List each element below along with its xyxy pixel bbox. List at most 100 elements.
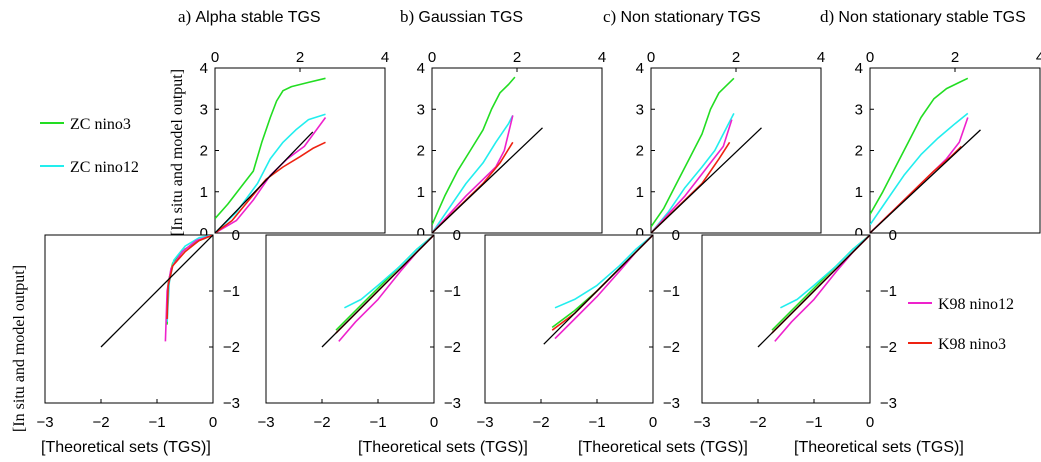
series-line-c-bottom-reference xyxy=(543,235,653,345)
series-line-b-bottom-reference xyxy=(321,235,434,348)
xtick-label-b-bottom-0: −3 xyxy=(257,414,274,431)
panel-title-c-top: c) Non stationary TGS xyxy=(603,7,761,26)
series-group-d-top xyxy=(870,77,981,233)
ytick-label-a-top-2: 2 xyxy=(200,143,208,160)
ytick-label-a-top-4: 4 xyxy=(200,60,208,77)
panel-title-prefix-d-top: d) xyxy=(820,7,838,26)
panel-title-prefix-a-top: a) xyxy=(178,7,195,26)
ytick-label-c-bottom-1: −2 xyxy=(663,339,680,356)
x-axis-label-d: [Theoretical sets (TGS)] xyxy=(794,439,964,456)
x-axis-label-b: [Theoretical sets (TGS)] xyxy=(358,439,528,456)
xtick-label-d-top-2: 4 xyxy=(1036,49,1041,66)
series-line-a-bottom-zc-nino12 xyxy=(166,235,213,322)
ytick-label-b-bottom-2: −1 xyxy=(444,283,461,300)
ytick-label-a-top-0: 0 xyxy=(200,225,208,242)
panel-b-bottom: −3 −2 −1 0 −3 −2 −1 0 xyxy=(257,227,461,431)
xtick-label-b-top-0: 0 xyxy=(428,49,436,66)
xtick-label-b-top-2: 4 xyxy=(598,49,606,66)
panel-a-bottom: −3 −2 −1 0 −3 −2 −1 0 xyxy=(36,227,240,431)
ytick-label-d-top-1: 1 xyxy=(855,184,863,201)
series-group-a-bottom xyxy=(100,235,213,348)
series-line-d-bottom-reference xyxy=(757,235,870,348)
x-axis-label-a: [Theoretical sets (TGS)] xyxy=(41,439,211,456)
series-line-c-top-zc-nino12 xyxy=(651,113,735,233)
xtick-label-d-bottom-0: −3 xyxy=(693,414,710,431)
xtick-label-c-top-0: 0 xyxy=(647,49,655,66)
series-line-c-top-k98-nino12 xyxy=(651,119,733,233)
series-line-b-top-zc-nino12 xyxy=(432,115,514,233)
ytick-label-a-top-1: 1 xyxy=(200,184,208,201)
legend-right: K98 nino12 K98 nino3 xyxy=(908,296,1014,353)
xtick-label-b-bottom-2: −1 xyxy=(369,414,386,431)
series-group-b-bottom xyxy=(321,235,434,348)
xtick-label-c-bottom-0: −3 xyxy=(476,414,493,431)
xtick-label-a-bottom-3: 0 xyxy=(209,414,217,431)
panel-title-text-c-top: Non stationary TGS xyxy=(620,9,760,26)
series-line-b-top-reference xyxy=(432,127,543,233)
series-line-b-bottom-zc-nino12 xyxy=(344,235,434,309)
panel-title-prefix-c-top: c) xyxy=(603,7,620,26)
ytick-label-c-top-1: 1 xyxy=(636,184,644,201)
series-group-c-top xyxy=(651,77,762,233)
legend-label-k98-nino12: K98 nino12 xyxy=(938,296,1014,313)
xtick-label-d-top-0: 0 xyxy=(866,49,874,66)
series-line-b-top-zc-nino3 xyxy=(432,76,516,226)
xtick-label-a-top-0: 0 xyxy=(211,49,219,66)
series-line-a-top-reference xyxy=(215,131,314,233)
ytick-label-d-top-3: 3 xyxy=(855,101,863,118)
ytick-label-b-bottom-0: −3 xyxy=(444,395,461,412)
panel-title-text-a-top: Alpha stable TGS xyxy=(195,9,320,26)
x-axis-label-c: [Theoretical sets (TGS)] xyxy=(578,439,748,456)
series-line-b-top-k98-nino12 xyxy=(432,115,514,233)
legend-label-zc-nino12: ZC nino12 xyxy=(70,159,139,176)
series-line-d-top-zc-nino3 xyxy=(870,77,969,215)
xtick-label-d-bottom-2: −1 xyxy=(805,414,822,431)
xtick-label-c-top-2: 4 xyxy=(817,49,825,66)
legend-label-zc-nino3: ZC nino3 xyxy=(70,116,131,133)
xtick-label-c-bottom-2: −1 xyxy=(588,414,605,431)
ytick-label-d-top-2: 2 xyxy=(855,143,863,160)
ytick-label-c-top-3: 3 xyxy=(636,101,644,118)
ytick-label-b-top-0: 0 xyxy=(417,225,425,242)
ytick-label-d-bottom-1: −2 xyxy=(880,339,897,356)
xtick-label-a-top-2: 4 xyxy=(381,49,389,66)
ytick-label-c-top-0: 0 xyxy=(636,225,644,242)
ytick-label-d-bottom-0: −3 xyxy=(880,395,897,412)
series-line-a-top-zc-nino3 xyxy=(215,77,326,220)
xtick-label-b-bottom-3: 0 xyxy=(430,414,438,431)
ytick-label-a-bottom-2: −1 xyxy=(223,283,240,300)
ytick-label-a-bottom-1: −2 xyxy=(223,339,240,356)
ytick-label-c-bottom-0: −3 xyxy=(663,395,680,412)
series-line-d-top-zc-nino12 xyxy=(870,112,969,226)
ytick-label-d-top-4: 4 xyxy=(855,60,863,77)
panel-title-d-top: d) Non stationary stable TGS xyxy=(820,7,1026,26)
series-group-a-top xyxy=(215,77,327,233)
ytick-label-c-bottom-2: −1 xyxy=(663,283,680,300)
ytick-label-c-bottom-3: 0 xyxy=(672,227,680,244)
ytick-label-b-top-3: 3 xyxy=(417,101,425,118)
ytick-label-d-bottom-2: −1 xyxy=(880,283,897,300)
xtick-label-c-bottom-3: 0 xyxy=(649,414,657,431)
xtick-label-d-bottom-3: 0 xyxy=(866,414,874,431)
series-line-a-bottom-k98-nino3 xyxy=(166,235,213,320)
xtick-label-c-top-1: 2 xyxy=(732,49,740,66)
series-line-c-top-reference xyxy=(651,127,762,233)
series-line-d-bottom-zc-nino12 xyxy=(780,235,870,309)
panel-d-bottom: −3 −2 −1 0 −3 −2 −1 0 xyxy=(693,227,897,431)
xtick-label-a-bottom-2: −1 xyxy=(148,414,165,431)
xtick-label-c-bottom-1: −2 xyxy=(532,414,549,431)
ytick-label-a-bottom-0: −3 xyxy=(223,395,240,412)
ytick-label-d-bottom-3: 0 xyxy=(889,227,897,244)
ytick-label-b-top-4: 4 xyxy=(417,60,425,77)
ytick-label-b-top-1: 1 xyxy=(417,184,425,201)
series-line-a-top-k98-nino3 xyxy=(215,141,326,233)
series-group-b-top xyxy=(432,76,543,233)
xtick-label-b-bottom-1: −2 xyxy=(313,414,330,431)
panel-title-text-d-top: Non stationary stable TGS xyxy=(838,9,1025,26)
ytick-label-b-bottom-1: −2 xyxy=(444,339,461,356)
ytick-label-b-bottom-3: 0 xyxy=(453,227,461,244)
ytick-label-d-top-0: 0 xyxy=(855,225,863,242)
